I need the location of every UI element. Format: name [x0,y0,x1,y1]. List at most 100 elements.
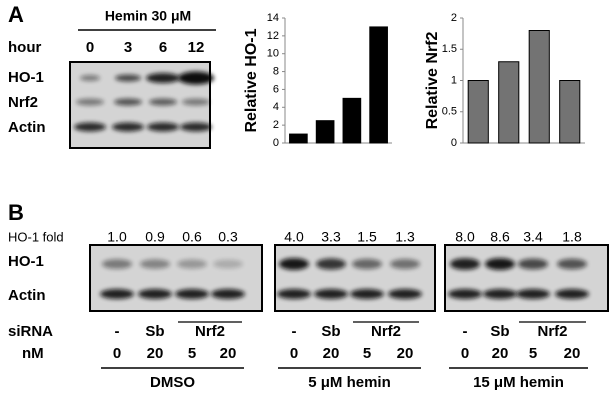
sirna-value: Sb [145,323,164,340]
blot-band [450,258,480,270]
blot-band [175,289,209,299]
sirna-label: siRNA [8,323,53,340]
y-tick-label: 8 [273,65,279,77]
blot-background [445,245,608,311]
blot-band [213,259,243,269]
sirna-value: Nrf2 [195,323,225,340]
blot-background [275,245,435,311]
bar [559,80,581,144]
y-tick-label: 0 [273,137,279,149]
blot-frame [274,244,436,312]
blot-frame [89,244,263,312]
nm-value: 20 [397,345,414,362]
fold-value: 1.3 [395,229,415,245]
bar [369,26,388,144]
row-label: Actin [8,119,46,136]
fold-value: 1.0 [107,229,127,245]
y-tick-label: 2 [273,119,279,131]
blot-band [182,98,210,106]
blot-band [114,98,142,106]
blot-band [102,259,132,269]
row-label: HO-1 [8,69,44,86]
group-label: 15 μM hemin [473,374,564,391]
blot-band [555,289,589,299]
treatment-label: Hemin 30 μM [105,8,191,24]
time: 6 [159,39,167,56]
blot-band [112,122,144,132]
time: 12 [188,39,205,56]
time: 3 [124,39,132,56]
blot-band [316,258,346,270]
fold-value: 1.8 [562,229,582,245]
row-label: Actin [8,287,46,304]
blot-band [76,98,104,106]
blot-band [147,122,179,132]
nm-value: 20 [220,345,237,362]
fold-value: 4.0 [284,229,304,245]
blot-band [80,75,100,81]
sirna-value: - [115,323,120,340]
blot-band [485,258,515,270]
y-tick-label: 4 [273,101,279,113]
group-label: DMSO [150,374,195,391]
bar [289,133,308,144]
blot-band [100,289,134,299]
blot-band [557,258,587,270]
blot-band [74,122,106,132]
blot-band [279,258,309,270]
blot-band [516,289,550,299]
nm-value: 20 [147,345,164,362]
nm-value: 5 [529,345,537,362]
fold-value: 3.3 [321,229,341,245]
y-tick-label: 1 [451,74,457,86]
blot-band [483,289,517,299]
blot-band [211,289,245,299]
blot-band [518,258,548,270]
nm-value: 5 [363,345,371,362]
fold-value: 0.6 [182,229,202,245]
bar [315,120,335,144]
y-tick-label: 12 [267,30,279,42]
blot-band [178,71,214,85]
sirna-value: Sb [490,323,509,340]
bar [467,80,489,144]
blot-band [352,258,382,270]
blot-band [146,73,180,83]
blot-band [314,289,348,299]
nm-value: 20 [564,345,581,362]
row-label: HO-1 [8,253,44,270]
fold-label: HO-1 fold [8,229,64,244]
fold-value: 1.5 [357,229,377,245]
y-axis-label: Relative Nrf2 [424,31,441,129]
blot-band [390,259,420,269]
blot-band [388,289,422,299]
panel-label: B [8,200,24,225]
time: 0 [86,39,94,56]
sirna-value: Nrf2 [537,323,567,340]
sirna-value: - [292,323,297,340]
y-axis-label: Relative HO-1 [243,28,260,132]
blot-band [350,289,384,299]
row-label: Nrf2 [8,94,38,111]
blot-background [90,245,262,311]
y-tick-label: 6 [273,83,279,95]
bar [528,30,550,144]
blot-band [180,122,212,132]
y-tick-label: 2 [451,12,457,24]
nm-value: 0 [461,345,469,362]
fold-value: 0.3 [218,229,238,245]
nm-value: 5 [188,345,196,362]
group-label: 5 μM hemin [308,374,391,391]
nm-value: 0 [290,345,298,362]
blot-band [277,289,311,299]
sirna-value: Sb [321,323,340,340]
y-tick-label: 0.5 [442,106,457,118]
nm-value: 20 [492,345,509,362]
blot-band [177,259,207,269]
bar [342,97,362,144]
blot-band [149,98,177,106]
blot-band [115,74,141,82]
blot-band [448,289,482,299]
